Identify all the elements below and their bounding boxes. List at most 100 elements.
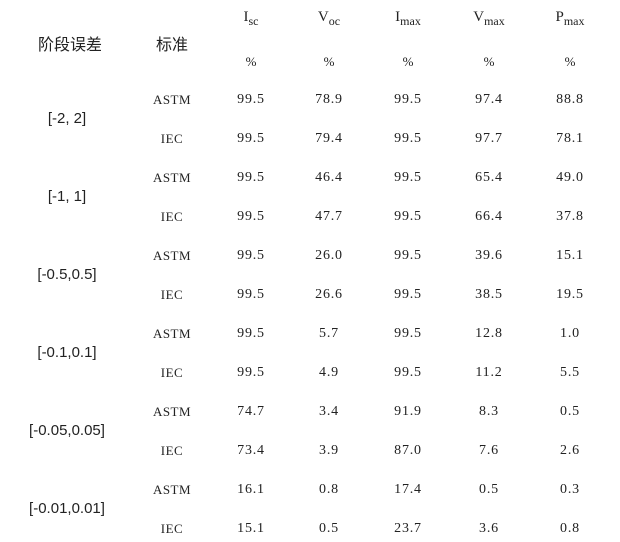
header-vmax-subscript: max bbox=[484, 14, 505, 28]
range-label: [-0.5,0.5] bbox=[37, 266, 97, 283]
value-cell-isc: 99.5 bbox=[237, 248, 265, 263]
unit-vmax: % bbox=[483, 54, 495, 69]
value-cell-voc: 47.7 bbox=[315, 209, 343, 224]
value-cell-pmax: 15.1 bbox=[556, 248, 584, 263]
header-isc-symbol: I bbox=[243, 9, 249, 25]
value-cell-isc: 73.4 bbox=[237, 443, 265, 458]
value-cell-imax: 99.5 bbox=[394, 92, 422, 107]
value-cell-vmax: 97.7 bbox=[475, 131, 503, 146]
header-pmax: Pmax bbox=[555, 9, 584, 29]
standard-cell: ASTM bbox=[152, 248, 192, 263]
standard-cell: IEC bbox=[160, 443, 184, 458]
value-cell-imax: 99.5 bbox=[394, 248, 422, 263]
standard-cell: ASTM bbox=[152, 326, 192, 341]
value-cell-vmax: 8.3 bbox=[479, 404, 499, 419]
value-cell-voc: 46.4 bbox=[315, 170, 343, 185]
value-cell-voc: 3.4 bbox=[319, 404, 339, 419]
value-cell-vmax: 66.4 bbox=[475, 209, 503, 224]
value-cell-vmax: 0.5 bbox=[479, 482, 499, 497]
value-cell-imax: 91.9 bbox=[394, 404, 422, 419]
value-cell-isc: 99.5 bbox=[237, 365, 265, 380]
header-imax-subscript: max bbox=[400, 14, 421, 28]
value-cell-imax: 99.5 bbox=[394, 209, 422, 224]
header-voc: Voc bbox=[318, 9, 340, 29]
value-cell-pmax: 0.5 bbox=[560, 404, 580, 419]
value-cell-vmax: 38.5 bbox=[475, 287, 503, 302]
value-cell-voc: 0.5 bbox=[319, 521, 339, 536]
range-label: [-1, 1] bbox=[47, 188, 87, 205]
header-voc-subscript: oc bbox=[328, 14, 341, 28]
header-vmax: Vmax bbox=[473, 9, 505, 29]
value-cell-pmax: 19.5 bbox=[556, 287, 584, 302]
value-cell-imax: 17.4 bbox=[394, 482, 422, 497]
range-label: [-0.01,0.01] bbox=[29, 500, 105, 517]
value-cell-vmax: 97.4 bbox=[475, 92, 503, 107]
unit-isc: % bbox=[245, 54, 257, 69]
header-pmax-symbol: P bbox=[555, 9, 564, 25]
value-cell-pmax: 49.0 bbox=[556, 170, 584, 185]
value-cell-pmax: 5.5 bbox=[560, 365, 580, 380]
value-cell-pmax: 78.1 bbox=[556, 131, 584, 146]
header-vmax-symbol: V bbox=[473, 9, 485, 25]
standard-cell: ASTM bbox=[152, 404, 192, 419]
value-cell-imax: 99.5 bbox=[394, 326, 422, 341]
header-standard: 标准 bbox=[155, 37, 189, 54]
value-cell-pmax: 2.6 bbox=[560, 443, 580, 458]
value-cell-pmax: 1.0 bbox=[560, 326, 580, 341]
header-pmax-subscript: max bbox=[563, 14, 585, 28]
value-cell-vmax: 11.2 bbox=[475, 365, 503, 380]
value-cell-isc: 15.1 bbox=[237, 521, 265, 536]
unit-pmax: % bbox=[564, 54, 576, 69]
value-cell-pmax: 88.8 bbox=[556, 92, 584, 107]
value-cell-imax: 99.5 bbox=[394, 170, 422, 185]
standard-cell: IEC bbox=[160, 287, 184, 302]
header-imax-symbol: I bbox=[395, 9, 401, 25]
value-cell-voc: 5.7 bbox=[319, 326, 339, 341]
value-cell-voc: 26.6 bbox=[315, 287, 343, 302]
unit-voc: % bbox=[323, 54, 335, 69]
value-cell-imax: 99.5 bbox=[394, 365, 422, 380]
value-cell-vmax: 7.6 bbox=[479, 443, 499, 458]
value-cell-voc: 79.4 bbox=[315, 131, 343, 146]
value-cell-vmax: 3.6 bbox=[479, 521, 499, 536]
header-voc-symbol: V bbox=[317, 9, 329, 25]
range-label: [-2, 2] bbox=[47, 110, 87, 127]
standard-cell: IEC bbox=[160, 521, 184, 536]
value-cell-isc: 16.1 bbox=[237, 482, 265, 497]
header-isc: Isc bbox=[244, 9, 259, 29]
standard-cell: IEC bbox=[160, 209, 184, 224]
value-cell-imax: 99.5 bbox=[394, 131, 422, 146]
value-cell-isc: 99.5 bbox=[237, 287, 265, 302]
value-cell-voc: 0.8 bbox=[319, 482, 339, 497]
value-cell-isc: 99.5 bbox=[237, 326, 265, 341]
range-label: [-0.05,0.05] bbox=[29, 422, 105, 439]
standard-cell: ASTM bbox=[152, 92, 192, 107]
header-imax: Imax bbox=[395, 9, 421, 29]
value-cell-voc: 4.9 bbox=[319, 365, 339, 380]
value-cell-vmax: 39.6 bbox=[475, 248, 503, 263]
range-label: [-0.1,0.1] bbox=[37, 344, 97, 361]
value-cell-pmax: 0.3 bbox=[560, 482, 580, 497]
value-cell-imax: 23.7 bbox=[394, 521, 422, 536]
value-cell-vmax: 65.4 bbox=[475, 170, 503, 185]
standard-cell: IEC bbox=[160, 365, 184, 380]
value-cell-voc: 3.9 bbox=[319, 443, 339, 458]
value-cell-pmax: 0.8 bbox=[560, 521, 580, 536]
unit-imax: % bbox=[402, 54, 414, 69]
value-cell-voc: 26.0 bbox=[315, 248, 343, 263]
value-cell-isc: 74.7 bbox=[237, 404, 265, 419]
value-cell-vmax: 12.8 bbox=[475, 326, 503, 341]
value-cell-voc: 78.9 bbox=[315, 92, 343, 107]
header-stage-error: 阶段误差 bbox=[37, 37, 103, 54]
value-cell-pmax: 37.8 bbox=[556, 209, 584, 224]
header-isc-subscript: sc bbox=[248, 14, 259, 28]
value-cell-imax: 87.0 bbox=[394, 443, 422, 458]
value-cell-imax: 99.5 bbox=[394, 287, 422, 302]
standard-cell: ASTM bbox=[152, 482, 192, 497]
value-cell-isc: 99.5 bbox=[237, 92, 265, 107]
standard-cell: IEC bbox=[160, 131, 184, 146]
value-cell-isc: 99.5 bbox=[237, 170, 265, 185]
standard-cell: ASTM bbox=[152, 170, 192, 185]
value-cell-isc: 99.5 bbox=[237, 209, 265, 224]
